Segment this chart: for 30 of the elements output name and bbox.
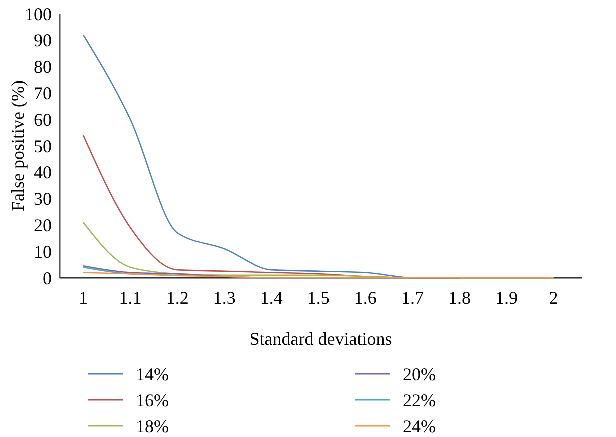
y-tick-label: 90	[34, 30, 52, 51]
x-tick-label: 1.8	[448, 288, 471, 308]
y-tick-label: 80	[34, 57, 52, 78]
x-tick-label: 1.6	[354, 288, 377, 308]
legend-label: 18%	[136, 416, 169, 436]
y-tick-label: 10	[34, 242, 52, 262]
y-axis-title: False positive (%)	[8, 80, 28, 212]
x-tick-label: 1.1	[119, 288, 142, 308]
x-tick-label: 2	[549, 288, 558, 308]
y-tick-label: 70	[34, 84, 52, 104]
x-tick-label: 1.5	[307, 288, 330, 308]
legend-label: 22%	[403, 390, 436, 410]
legend-label: 14%	[136, 364, 169, 384]
y-tick-label: 40	[34, 162, 52, 183]
x-tick-label: 1	[79, 288, 88, 308]
legend-label: 16%	[136, 390, 169, 410]
x-axis-title: Standard deviations	[250, 329, 392, 349]
x-tick-label: 1.2	[166, 288, 189, 308]
y-tick-label: 20	[34, 216, 52, 236]
y-tick-label: 30	[34, 189, 52, 210]
x-tick-label: 1.3	[213, 288, 236, 308]
y-tick-label: 50	[34, 136, 52, 156]
legend-label: 24%	[403, 416, 436, 436]
y-tick-label: 0	[43, 268, 52, 288]
y-tick-label: 60	[34, 110, 52, 130]
x-tick-label: 1.9	[496, 288, 518, 308]
x-tick-label: 1.4	[260, 288, 283, 308]
x-tick-label: 1.7	[401, 288, 424, 308]
legend-label: 20%	[403, 364, 436, 384]
y-tick-label: 100	[25, 4, 52, 24]
